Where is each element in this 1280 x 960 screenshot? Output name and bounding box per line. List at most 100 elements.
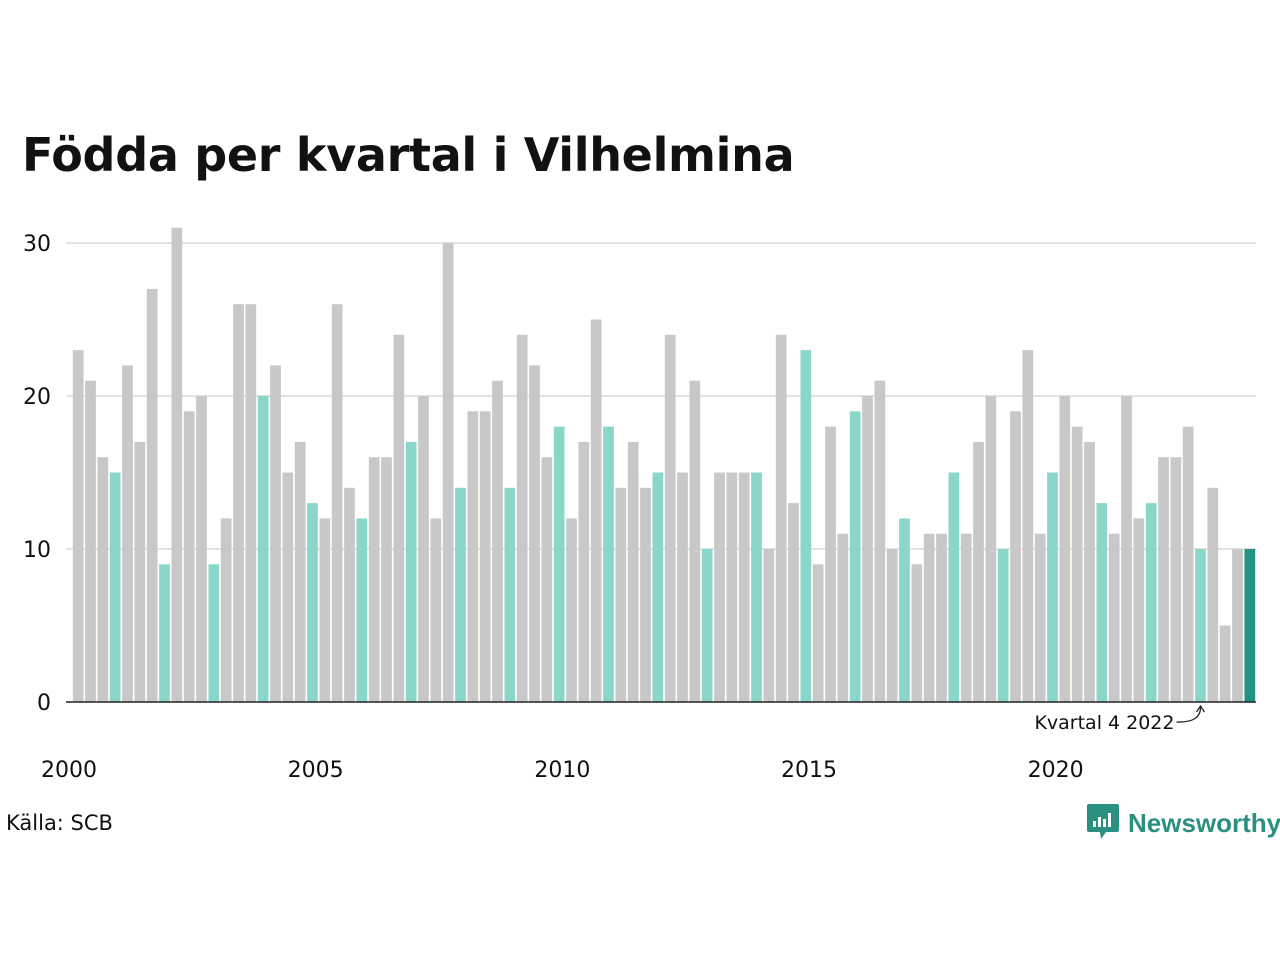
bar [874, 381, 885, 702]
bar [924, 534, 935, 702]
bar [1022, 350, 1033, 702]
bar [1207, 488, 1218, 702]
bar [208, 564, 219, 702]
bar [800, 350, 811, 702]
y-tick-label: 30 [23, 232, 51, 257]
bar [73, 350, 84, 702]
bar [221, 518, 232, 702]
bar [307, 503, 318, 702]
bar [825, 427, 836, 702]
bar [1220, 626, 1231, 703]
bar [492, 381, 503, 702]
bar [1035, 534, 1046, 702]
bar [973, 442, 984, 702]
bar [406, 442, 417, 702]
bars [73, 228, 1255, 702]
bar [554, 427, 565, 702]
bar [455, 488, 466, 702]
bar [332, 304, 343, 702]
bar [1010, 411, 1021, 702]
bar [110, 473, 121, 703]
bar [134, 442, 145, 702]
bar [1109, 534, 1120, 702]
bar [702, 549, 713, 702]
brand-name: Newsworthy [1128, 808, 1280, 839]
bar [171, 228, 182, 702]
bar [899, 518, 910, 702]
bar [480, 411, 491, 702]
bar [591, 320, 602, 703]
bar [603, 427, 614, 702]
bar [356, 518, 367, 702]
bar-chart-speech-bubble-icon [1086, 802, 1120, 844]
bar [677, 473, 688, 703]
bar [763, 549, 774, 702]
bar [541, 457, 552, 702]
bar [628, 442, 639, 702]
x-tick-label: 2015 [781, 758, 837, 783]
bar [295, 442, 306, 702]
bar [776, 335, 787, 702]
bar [147, 289, 158, 702]
bar [258, 396, 269, 702]
bar [948, 473, 959, 703]
bar [936, 534, 947, 702]
bar [726, 473, 737, 703]
bar [640, 488, 651, 702]
bar [813, 564, 824, 702]
annotation: Kvartal 4 2022 [1034, 706, 1204, 734]
x-tick-label: 2010 [534, 758, 590, 783]
y-tick-label: 20 [23, 385, 51, 410]
bar [837, 534, 848, 702]
bar [739, 473, 750, 703]
bar [1072, 427, 1083, 702]
bar [97, 457, 108, 702]
bar [282, 473, 293, 703]
source-label: Källa: SCB [6, 811, 113, 835]
bar [1158, 457, 1169, 702]
bar [566, 518, 577, 702]
bar [344, 488, 355, 702]
x-tick-label: 2020 [1028, 758, 1084, 783]
bar [418, 396, 429, 702]
bar [85, 381, 96, 702]
bar [911, 564, 922, 702]
bar [196, 396, 207, 702]
bar [381, 457, 392, 702]
bar [517, 335, 528, 702]
bar [184, 411, 195, 702]
bar [1244, 549, 1255, 702]
bar [1232, 549, 1243, 702]
bar [319, 518, 330, 702]
bar [850, 411, 861, 702]
bar [245, 304, 256, 702]
bar [1059, 396, 1070, 702]
bar [788, 503, 799, 702]
bar [430, 518, 441, 702]
y-tick-label: 0 [37, 691, 51, 716]
bar [998, 549, 1009, 702]
x-axis-tick-labels: 2000 2005 2010 2015 2020 [41, 758, 1084, 783]
annotation-arrow [1177, 706, 1201, 722]
bar [1133, 518, 1144, 702]
brand-logo: Newsworthy [1086, 802, 1280, 844]
bar [1121, 396, 1132, 702]
bar [393, 335, 404, 702]
bar [652, 473, 663, 703]
bar [578, 442, 589, 702]
bar [1146, 503, 1157, 702]
bar [504, 488, 515, 702]
bar [1170, 457, 1181, 702]
x-tick-label: 2005 [288, 758, 344, 783]
bar-chart: 0102030 2000 2005 2010 2015 2020 Kvartal 4 2… [0, 0, 1280, 800]
annotation-label: Kvartal 4 2022 [1034, 712, 1174, 734]
bar [122, 365, 133, 702]
bar [665, 335, 676, 702]
y-tick-label: 10 [23, 538, 51, 563]
bar [961, 534, 972, 702]
bar [529, 365, 540, 702]
bar [1183, 427, 1194, 702]
bar [369, 457, 380, 702]
bar [443, 243, 454, 702]
bar [467, 411, 478, 702]
